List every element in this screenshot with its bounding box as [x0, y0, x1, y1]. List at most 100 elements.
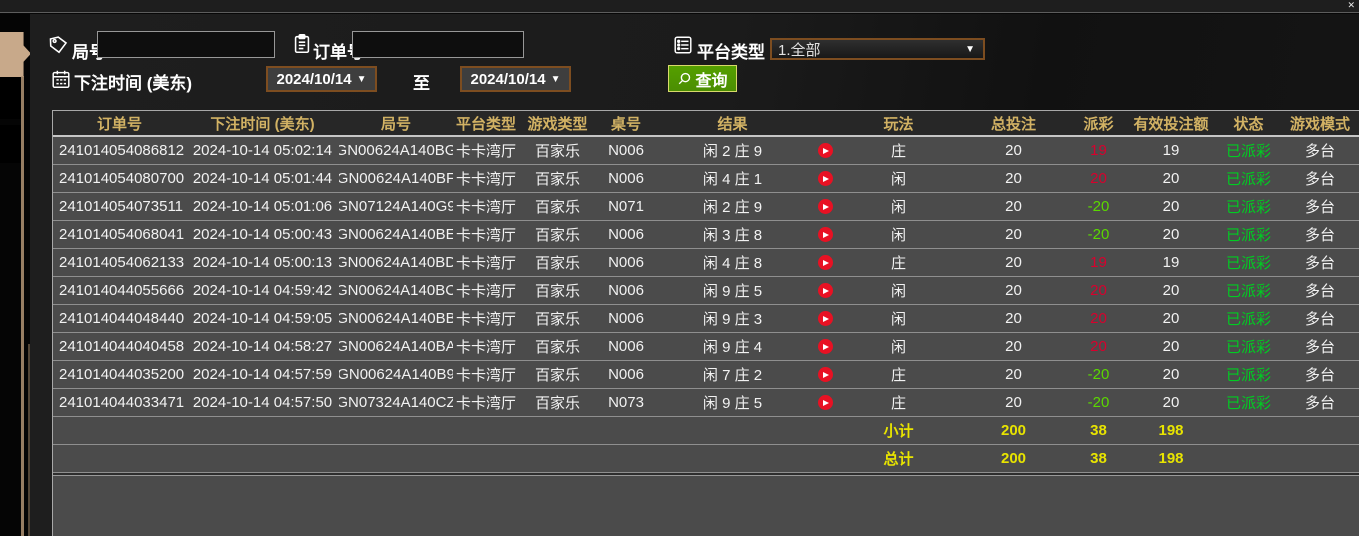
cell-valid-bet: 20: [1162, 394, 1180, 411]
status-badge: 已派彩: [1225, 143, 1271, 160]
table-row: 241014044048440 2024-10-14 04:59:05 GN00…: [53, 305, 1359, 333]
header-table-no: 桌号: [610, 115, 641, 133]
cell-round-id: GN07124A140G9: [339, 198, 453, 215]
cell-payout: 19: [1090, 254, 1107, 271]
magnifier-icon: [679, 72, 691, 85]
replay-video-icon[interactable]: [817, 199, 833, 214]
table-row: 241014054086812 2024-10-14 05:02:14 GN00…: [53, 137, 1359, 165]
cell-bet-time: 2024-10-14 05:02:14: [192, 142, 333, 159]
cell-valid-bet: 20: [1162, 282, 1180, 299]
sidebar-collapse-tab[interactable]: [0, 32, 31, 77]
replay-video-icon[interactable]: [817, 227, 833, 242]
platform-selected-value: 1.全部: [778, 41, 821, 59]
table-row: 241014044035200 2024-10-14 04:57:59 GN00…: [53, 361, 1359, 389]
cell-play: 庄: [890, 395, 906, 412]
header-valid-bet: 有效投注额: [1133, 115, 1209, 133]
cell-game-mode: 多台: [1304, 143, 1335, 160]
cell-game-type: 百家乐: [534, 367, 580, 384]
total-row: 总计 200 38 198: [53, 445, 1359, 473]
cell-table-no: N006: [608, 254, 644, 271]
cell-game-mode: 多台: [1304, 339, 1335, 356]
header-platform: 平台类型: [455, 115, 516, 133]
bet-records-table: 订单号 下注时间 (美东) 局号 平台类型 游戏类型 桌号 结果 玩法 总投注 …: [52, 110, 1359, 536]
status-badge: 已派彩: [1225, 199, 1271, 216]
replay-video-icon[interactable]: [817, 143, 833, 158]
clipboard-icon: [291, 32, 313, 56]
totals-divider: [53, 473, 1359, 476]
replay-video-icon[interactable]: [817, 171, 833, 186]
cell-table-no: N006: [608, 366, 644, 383]
replay-video-icon[interactable]: [817, 395, 833, 410]
date-range-to-label: 至: [413, 74, 430, 93]
cell-round-id: GN00624A140BC: [339, 282, 453, 299]
subtotal-payout: 38: [1090, 422, 1107, 439]
cell-result: 闲 4 庄 8: [702, 255, 763, 272]
status-badge: 已派彩: [1225, 311, 1271, 328]
status-badge: 已派彩: [1225, 283, 1271, 300]
cell-order-id: 241014044055666: [59, 282, 185, 299]
table-row: 241014044040458 2024-10-14 04:58:27 GN00…: [53, 333, 1359, 361]
round-input[interactable]: [97, 31, 275, 58]
order-number-input[interactable]: [352, 31, 524, 58]
cell-bet-time: 2024-10-14 04:59:05: [192, 310, 333, 327]
order-filter-label: 订单号: [313, 43, 364, 62]
header-order-id: 订单号: [96, 115, 142, 133]
cell-table-no: N006: [608, 338, 644, 355]
table-header-row: 订单号 下注时间 (美东) 局号 平台类型 游戏类型 桌号 结果 玩法 总投注 …: [53, 111, 1359, 137]
total-total-bet: 200: [1000, 450, 1027, 467]
cell-valid-bet: 20: [1162, 170, 1180, 187]
replay-video-icon[interactable]: [817, 311, 833, 326]
header-result: 结果: [717, 115, 748, 133]
cell-payout: -20: [1087, 226, 1110, 243]
status-badge: 已派彩: [1225, 339, 1271, 356]
cell-result: 闲 3 庄 8: [702, 227, 763, 244]
cell-payout: 20: [1090, 310, 1107, 327]
top-strip: [0, 0, 1359, 13]
date-to-picker[interactable]: 2024/10/14 ▼: [460, 66, 571, 92]
cell-result: 闲 2 庄 9: [702, 143, 763, 160]
cell-total-bet: 20: [1005, 282, 1022, 299]
chevron-down-icon: ▼: [550, 73, 561, 85]
cell-bet-time: 2024-10-14 04:59:42: [192, 282, 333, 299]
date-from-picker[interactable]: 2024/10/14 ▼: [266, 66, 377, 92]
cell-game-type: 百家乐: [534, 311, 580, 328]
replay-video-icon[interactable]: [817, 367, 833, 382]
cell-table-no: N006: [608, 170, 644, 187]
replay-video-icon[interactable]: [817, 255, 833, 270]
cell-platform: 卡卡湾厅: [455, 283, 516, 300]
cell-payout: 20: [1090, 170, 1107, 187]
cell-round-id: GN00624A140BB: [339, 310, 453, 327]
calendar-icon: [50, 67, 72, 91]
cell-total-bet: 20: [1005, 226, 1022, 243]
cell-payout: 20: [1090, 338, 1107, 355]
cell-result: 闲 9 庄 4: [702, 339, 763, 356]
cell-total-bet: 20: [1005, 366, 1022, 383]
table-row: 241014044033471 2024-10-14 04:57:50 GN07…: [53, 389, 1359, 417]
cell-valid-bet: 19: [1162, 142, 1180, 159]
replay-video-icon[interactable]: [817, 339, 833, 354]
cell-bet-time: 2024-10-14 05:01:06: [192, 198, 333, 215]
cell-game-mode: 多台: [1304, 255, 1335, 272]
header-replay-spacer: [809, 111, 841, 135]
date-to-value: 2024/10/14: [470, 70, 546, 88]
search-button[interactable]: 查询: [668, 65, 737, 92]
cell-result: 闲 9 庄 3: [702, 311, 763, 328]
cell-platform: 卡卡湾厅: [455, 227, 516, 244]
table-row: 241014054062133 2024-10-14 05:00:13 GN00…: [53, 249, 1359, 277]
bet-time-filter-label: 下注时间 (美东): [74, 74, 193, 93]
cell-table-no: N006: [608, 282, 644, 299]
subtotal-valid-bet: 198: [1158, 422, 1184, 439]
status-badge: 已派彩: [1225, 367, 1271, 384]
cell-game-mode: 多台: [1304, 199, 1335, 216]
cell-order-id: 241014044040458: [59, 338, 185, 355]
cell-valid-bet: 20: [1162, 226, 1180, 243]
cell-valid-bet: 20: [1162, 310, 1180, 327]
replay-video-icon[interactable]: [817, 283, 833, 298]
status-badge: 已派彩: [1225, 227, 1271, 244]
header-game-type: 游戏类型: [527, 115, 588, 133]
cell-game-mode: 多台: [1304, 395, 1335, 412]
platform-type-select[interactable]: 1.全部 ▼: [770, 38, 985, 60]
cell-play: 庄: [890, 143, 906, 160]
rail-decor-block: [0, 77, 21, 119]
cell-game-type: 百家乐: [534, 199, 580, 216]
